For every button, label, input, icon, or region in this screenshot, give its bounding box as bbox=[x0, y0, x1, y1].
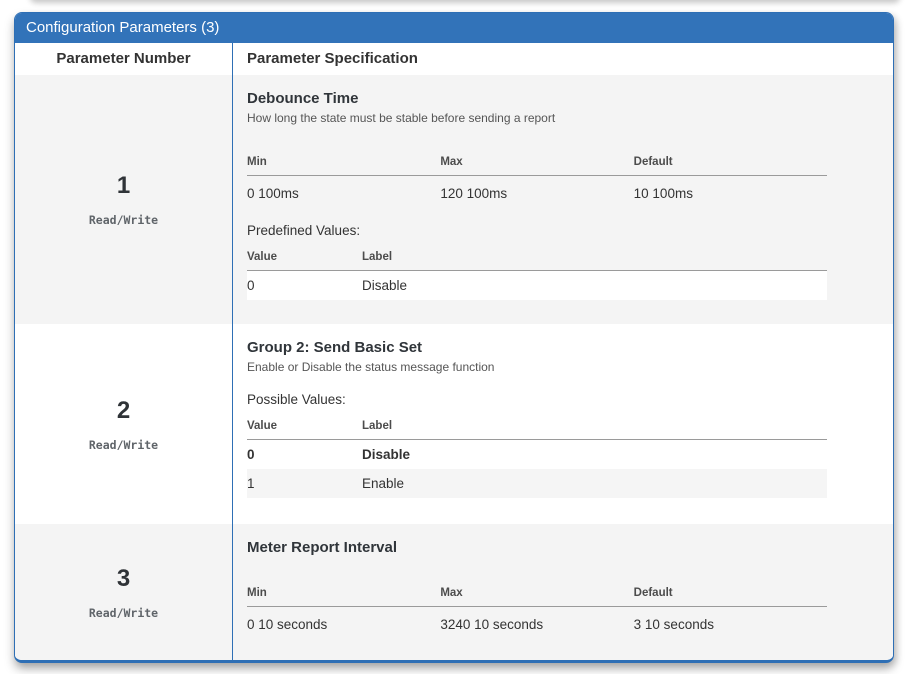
range-default-value: 3 10 seconds bbox=[633, 617, 714, 632]
label-cell: Disable bbox=[362, 447, 411, 462]
predefined-values-caption: Predefined Values: bbox=[247, 223, 361, 238]
values-table-header-row: Value Label bbox=[247, 247, 827, 271]
parameter-row-2: 2 Read/Write Group 2: Send Basic Set Ena… bbox=[15, 324, 893, 524]
parameter-number: 2 bbox=[116, 396, 131, 424]
column-header-parameter-specification: Parameter Specification bbox=[247, 50, 418, 67]
parameter-access-badge: Read/Write bbox=[88, 605, 159, 620]
range-default-header: Default bbox=[633, 583, 827, 607]
parameter-name: Debounce Time bbox=[247, 90, 359, 107]
parameter-specification-cell: Meter Report Interval Min Max Default 0 … bbox=[233, 524, 893, 660]
label-column-header: Label bbox=[362, 247, 827, 271]
parameter-number: 1 bbox=[116, 172, 131, 199]
parameter-number-cell: 2 Read/Write bbox=[15, 324, 233, 524]
range-table: Min Max Default 0 100ms 120 100ms 10 100… bbox=[247, 152, 827, 205]
range-table-header-row: Min Max Default bbox=[247, 583, 827, 607]
parameter-row-3: 3 Read/Write Meter Report Interval Min M… bbox=[15, 524, 893, 660]
label-cell: Disable bbox=[362, 278, 408, 293]
range-table: Min Max Default 0 10 seconds 3240 10 sec… bbox=[247, 583, 827, 636]
value-column-header: Value bbox=[247, 416, 362, 440]
range-default-value: 10 100ms bbox=[633, 186, 693, 201]
range-min-header: Min bbox=[247, 583, 441, 607]
possible-values-caption: Possible Values: bbox=[247, 392, 346, 407]
parameter-specification-cell: Debounce Time How long the state must be… bbox=[233, 75, 893, 324]
value-column-header: Value bbox=[247, 247, 362, 271]
range-max-header: Max bbox=[440, 152, 634, 176]
parameter-number-cell: 1 Read/Write bbox=[15, 75, 233, 324]
predefined-values-table: Value Label 0 Disable bbox=[247, 247, 827, 300]
configuration-parameters-card: Configuration Parameters (3) Parameter N… bbox=[14, 12, 894, 663]
parameter-number-cell: 3 Read/Write bbox=[15, 524, 233, 660]
value-row: 1 Enable bbox=[247, 469, 827, 498]
range-table-value-row: 0 100ms 120 100ms 10 100ms bbox=[247, 176, 827, 206]
possible-values-table: Value Label 0 Disable 1 Enable bbox=[247, 416, 827, 498]
parameter-name: Meter Report Interval bbox=[247, 539, 398, 556]
range-max-value: 3240 10 seconds bbox=[440, 617, 544, 632]
value-row: 0 Disable bbox=[247, 270, 827, 300]
range-max-value: 120 100ms bbox=[440, 186, 508, 201]
range-table-value-row: 0 10 seconds 3240 10 seconds 3 10 second… bbox=[247, 607, 827, 637]
value-cell: 1 bbox=[247, 476, 255, 491]
value-row-default: 0 Disable bbox=[247, 439, 827, 469]
range-min-value: 0 10 seconds bbox=[247, 617, 328, 632]
parameter-specification-cell: Group 2: Send Basic Set Enable or Disabl… bbox=[233, 324, 893, 524]
card-title: Configuration Parameters (3) bbox=[15, 13, 893, 43]
parameter-row-1: 1 Read/Write Debounce Time How long the … bbox=[15, 75, 893, 324]
values-table-header-row: Value Label bbox=[247, 416, 827, 440]
range-min-header: Min bbox=[247, 152, 441, 176]
parameter-access-badge: Read/Write bbox=[88, 437, 159, 452]
range-table-header-row: Min Max Default bbox=[247, 152, 827, 176]
range-min-value: 0 100ms bbox=[247, 186, 299, 201]
label-column-header: Label bbox=[362, 416, 827, 440]
parameter-description: How long the state must be stable before… bbox=[247, 111, 556, 125]
column-header-parameter-number: Parameter Number bbox=[15, 43, 233, 75]
parameter-number: 3 bbox=[116, 564, 131, 592]
range-default-header: Default bbox=[633, 152, 827, 176]
table-column-headers: Parameter Number Parameter Specification bbox=[15, 43, 893, 75]
parameter-access-badge: Read/Write bbox=[88, 213, 159, 227]
label-cell: Enable bbox=[362, 476, 405, 491]
range-max-header: Max bbox=[440, 583, 634, 607]
parameter-name: Group 2: Send Basic Set bbox=[247, 339, 423, 356]
value-cell: 0 bbox=[247, 278, 255, 293]
value-cell: 0 bbox=[247, 447, 255, 462]
parameter-description: Enable or Disable the status message fun… bbox=[247, 360, 495, 374]
